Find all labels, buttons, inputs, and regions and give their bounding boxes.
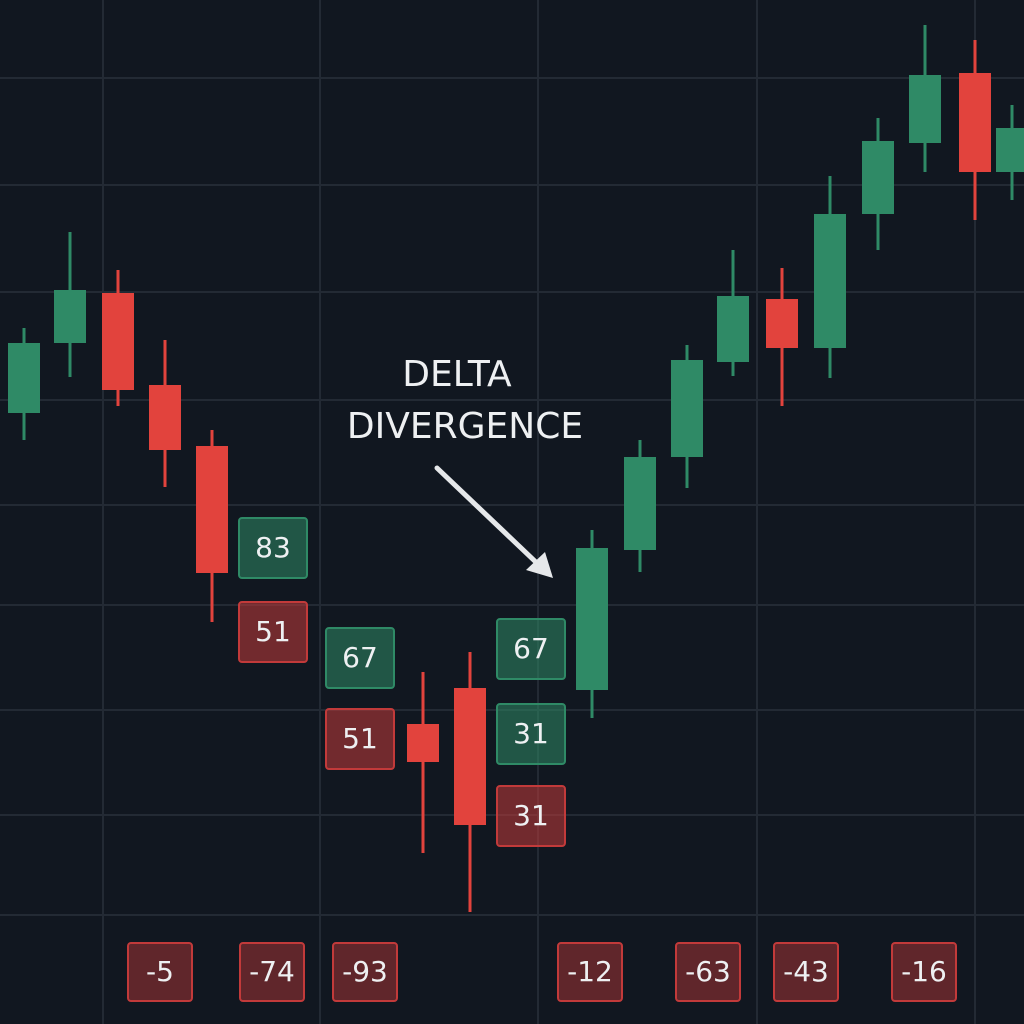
delta-label: -12	[567, 955, 613, 988]
delta-box	[239, 942, 305, 1002]
delta-box	[332, 942, 398, 1002]
delta-box	[325, 627, 395, 689]
delta-label: 83	[255, 531, 291, 564]
delta-label: -16	[901, 955, 947, 988]
delta-label: 51	[255, 615, 291, 648]
delta-label: -74	[249, 955, 295, 988]
delta-label: 51	[342, 722, 378, 755]
delta-box	[675, 942, 741, 1002]
delta-box	[496, 618, 566, 680]
candle-body	[717, 296, 749, 362]
delta-box	[238, 601, 308, 663]
delta-label: -93	[342, 955, 388, 988]
candle-body	[576, 548, 608, 690]
delta-label: 67	[513, 632, 549, 665]
candle-body	[454, 688, 486, 825]
candle-body	[671, 360, 703, 457]
delta-box	[891, 942, 957, 1002]
arrow-head	[526, 552, 553, 578]
delta-box	[496, 785, 566, 847]
candle-body	[996, 128, 1024, 172]
delta-box	[557, 942, 623, 1002]
delta-label: 67	[342, 641, 378, 674]
candle-body	[196, 446, 228, 573]
candle-body	[959, 73, 991, 172]
candle-body	[766, 299, 798, 348]
candle-body	[8, 343, 40, 413]
delta-label: -63	[685, 955, 731, 988]
delta-label: -5	[146, 955, 174, 988]
annotation: DIVERGENCE	[347, 406, 583, 447]
delta-label: 31	[513, 799, 549, 832]
candle-body	[149, 385, 181, 450]
delta-box	[127, 942, 193, 1002]
candle-body	[814, 214, 846, 348]
annotation: DELTA	[402, 354, 512, 395]
candle-body	[909, 75, 941, 143]
candle-body	[54, 290, 86, 343]
delta-label: -43	[783, 955, 829, 988]
candle-body	[102, 293, 134, 390]
delta-box	[496, 703, 566, 765]
candle-body	[862, 141, 894, 214]
delta-box	[325, 708, 395, 770]
delta-box	[238, 517, 308, 579]
candle-body	[407, 724, 439, 762]
arrow-shaft	[434, 465, 543, 569]
delta-box	[773, 942, 839, 1002]
delta-label: 31	[513, 717, 549, 750]
candle-body	[624, 457, 656, 550]
